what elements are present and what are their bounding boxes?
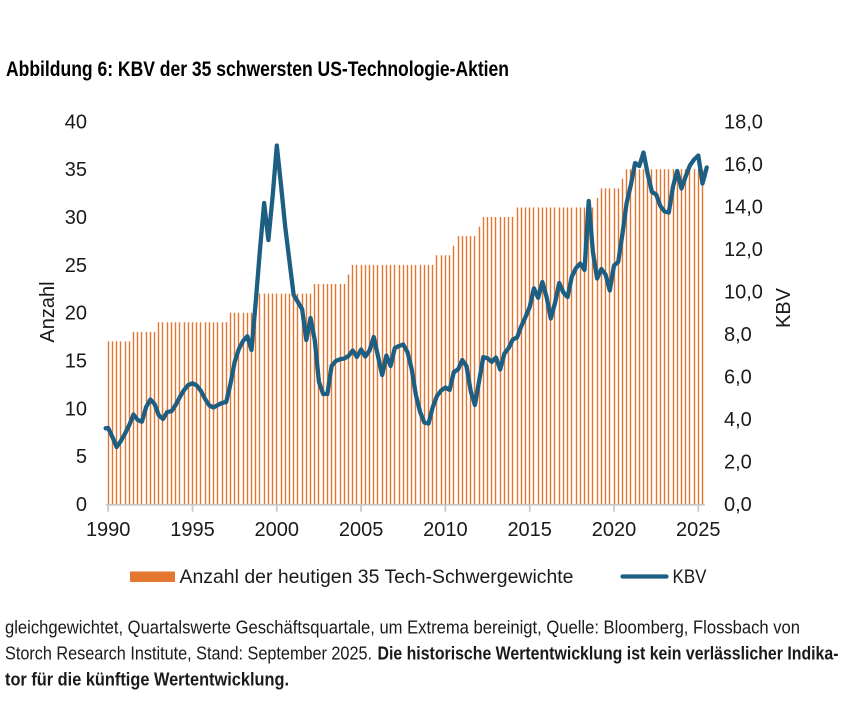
svg-text:20: 20 xyxy=(65,303,87,325)
svg-text:6,0: 6,0 xyxy=(724,367,752,389)
svg-text:2020: 2020 xyxy=(592,519,637,541)
svg-text:1990: 1990 xyxy=(86,519,131,541)
svg-text:10: 10 xyxy=(65,398,87,420)
svg-text:0,0: 0,0 xyxy=(724,494,752,516)
svg-text:tor für die künftige Wertentwi: tor für die künftige Wertentwicklung. xyxy=(5,669,289,690)
svg-text:Anzahl: Anzahl xyxy=(37,281,59,342)
svg-text:Abbildung 6: KBV der 35 schwer: Abbildung 6: KBV der 35 schwersten US-Te… xyxy=(6,58,509,81)
svg-text:40: 40 xyxy=(65,111,87,133)
svg-text:8,0: 8,0 xyxy=(724,324,752,346)
svg-text:KBV: KBV xyxy=(773,287,795,328)
svg-text:35: 35 xyxy=(65,159,87,181)
svg-text:Die historische Wertentwicklun: Die historische Wertentwicklung ist kein… xyxy=(378,643,839,664)
svg-text:2010: 2010 xyxy=(423,519,468,541)
svg-text:gleichgewichtet, Quartalswerte: gleichgewichtet, Quartalswerte Geschäfts… xyxy=(5,617,800,638)
svg-text:2,0: 2,0 xyxy=(724,452,752,474)
svg-text:Storch Research Institute, Sta: Storch Research Institute, Stand: Septem… xyxy=(5,643,372,664)
svg-text:2000: 2000 xyxy=(255,519,300,541)
svg-text:2025: 2025 xyxy=(676,519,721,541)
svg-text:1995: 1995 xyxy=(170,519,215,541)
svg-text:18,0: 18,0 xyxy=(724,111,763,133)
svg-text:16,0: 16,0 xyxy=(724,154,763,176)
svg-text:4,0: 4,0 xyxy=(724,409,752,431)
svg-text:15: 15 xyxy=(65,351,87,373)
svg-text:30: 30 xyxy=(65,207,87,229)
svg-text:12,0: 12,0 xyxy=(724,239,763,261)
svg-text:10,0: 10,0 xyxy=(724,281,763,303)
svg-text:KBV: KBV xyxy=(673,566,707,588)
svg-text:25: 25 xyxy=(65,255,87,277)
svg-text:2015: 2015 xyxy=(507,519,552,541)
svg-text:2005: 2005 xyxy=(339,519,384,541)
svg-text:0: 0 xyxy=(76,494,87,516)
svg-text:Anzahl der heutigen 35 Tech-Sc: Anzahl der heutigen 35 Tech-Schwergewich… xyxy=(180,566,574,588)
svg-text:5: 5 xyxy=(76,446,87,468)
svg-text:14,0: 14,0 xyxy=(724,196,763,218)
